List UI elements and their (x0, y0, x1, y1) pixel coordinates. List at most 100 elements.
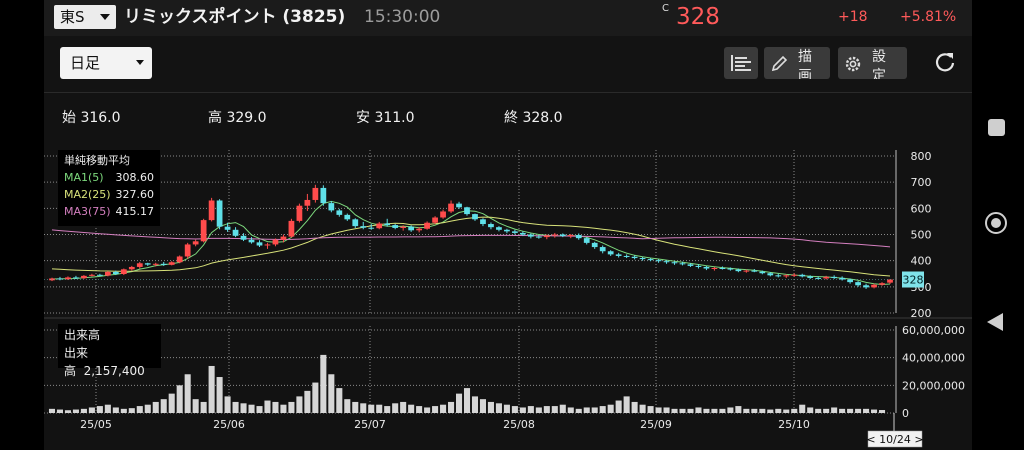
candle-body (767, 273, 774, 276)
candle-body (703, 266, 710, 269)
candle-body (671, 262, 678, 264)
candle-body (296, 205, 303, 221)
volume-bar (679, 408, 686, 413)
list-icon (731, 55, 751, 71)
candle-body (184, 244, 191, 257)
settings-button[interactable]: 設定 (838, 47, 907, 79)
market-select[interactable]: 東S (54, 5, 116, 29)
candle-body (128, 266, 135, 270)
volume-legend-title: 出来高 (64, 328, 101, 342)
candle-body (280, 236, 287, 240)
candle-body (200, 220, 207, 242)
candle-body (535, 236, 542, 238)
candle-body (328, 203, 335, 211)
ma-legend: 単純移動平均 MA1(5) 308.60 MA2(25) 327.60 MA3(75… (58, 150, 160, 226)
candle-body (136, 263, 143, 267)
current-price-tag (902, 271, 924, 288)
volume-bar (847, 408, 854, 413)
volume-bar (424, 407, 431, 413)
volume-bar (743, 408, 750, 413)
volume-bar (623, 396, 630, 413)
volume-bar (432, 406, 439, 413)
candle-body (887, 279, 893, 283)
volume-bar (567, 407, 574, 413)
candle-body (288, 220, 295, 237)
candle-body (152, 263, 159, 265)
stock-chart[interactable]: 80070060050040030020060,000,00040,000,00… (44, 0, 972, 450)
candle-body (583, 238, 590, 243)
price-tick-label: 500 (911, 229, 932, 242)
candle-body (392, 225, 399, 228)
volume-bar (647, 406, 654, 413)
volume-bar (511, 406, 518, 413)
candle-body (320, 187, 327, 204)
candle-body (687, 264, 694, 266)
ma-line-3 (51, 229, 891, 248)
price-tick-label: 800 (911, 150, 932, 163)
volume-bar (440, 404, 447, 413)
volume-bar (463, 388, 471, 413)
recents-icon[interactable] (988, 119, 1005, 136)
volume-bar (400, 401, 407, 413)
volume-bar (671, 408, 678, 413)
volume-bar (352, 401, 359, 413)
volume-bar (735, 406, 742, 413)
candle-body (623, 255, 630, 257)
indicator-button[interactable] (724, 47, 758, 79)
candle-body (312, 187, 319, 200)
volume-bar (80, 408, 87, 413)
candle-body (192, 241, 199, 245)
candle-body (631, 256, 638, 259)
candle-body (424, 222, 430, 229)
candle-body (304, 199, 311, 206)
candle-body (464, 207, 470, 215)
candle-body (615, 254, 622, 256)
candle-body (871, 284, 877, 288)
period-select[interactable]: 日足 (60, 47, 152, 79)
volume-bar (639, 404, 646, 413)
volume-bar (878, 410, 886, 413)
volume-bar (56, 409, 64, 413)
price-change-percent: +5.81% (900, 9, 957, 25)
volume-bar (192, 399, 199, 413)
candle-body (176, 256, 183, 263)
android-nav-bar (972, 0, 1024, 450)
price-change: +18 (838, 9, 868, 25)
refresh-icon[interactable] (934, 51, 956, 73)
ma-line-1 (52, 200, 891, 286)
volume-bar (448, 401, 455, 413)
volume-bar (264, 400, 271, 413)
candle-body (751, 270, 758, 272)
candle-body (775, 275, 782, 277)
candle-body (727, 268, 734, 270)
candle-body (543, 235, 550, 238)
candle-body (97, 274, 103, 276)
volume-bar (471, 396, 479, 413)
volume-bar (487, 401, 494, 413)
volume-bar (535, 407, 542, 413)
candle-body (591, 242, 598, 248)
volume-bar (408, 404, 415, 413)
candle-body (208, 200, 215, 221)
volume-bar (152, 401, 159, 413)
draw-button[interactable]: 描画 (764, 47, 830, 79)
candle-body (352, 219, 359, 227)
volume-bar (591, 407, 598, 413)
volume-bar (256, 406, 263, 413)
candle-body (456, 203, 462, 208)
home-icon[interactable] (985, 212, 1007, 234)
ma3-row: MA3(75) 415.17 (64, 205, 154, 218)
candle-body (599, 247, 606, 252)
candle-body (264, 244, 271, 246)
current-price-tag-label: 328 (903, 274, 924, 287)
market-label: 東S (60, 8, 85, 26)
candle-body (639, 258, 646, 260)
back-icon[interactable] (987, 313, 1003, 331)
volume-bar (615, 400, 622, 413)
candle-body (647, 259, 654, 261)
volume-bar (527, 406, 534, 413)
candle-body (607, 251, 614, 255)
volume-bar (224, 396, 231, 413)
volume-bar (775, 408, 782, 413)
candle-body (551, 234, 558, 236)
